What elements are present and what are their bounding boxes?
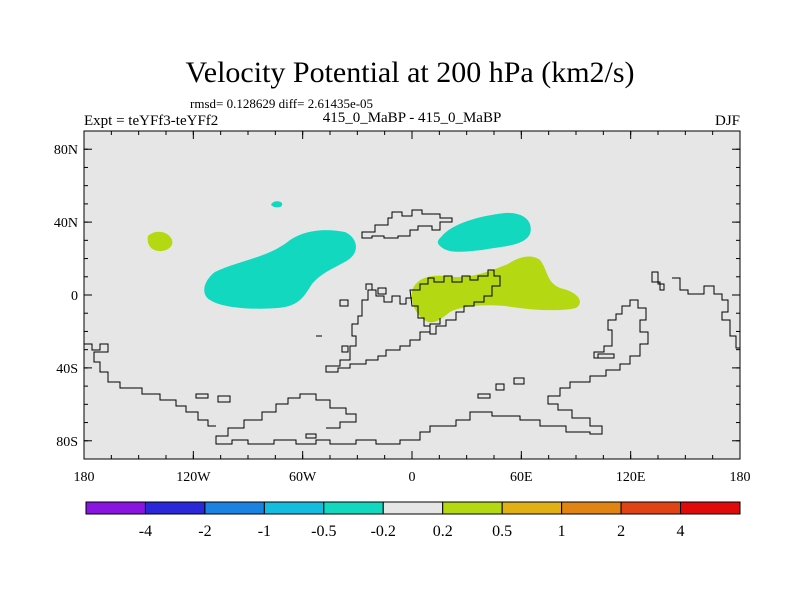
asia-negative-region [437, 212, 531, 252]
colorbar-swatch [382, 501, 444, 515]
colorbar-label: -2 [198, 523, 211, 540]
y-tick-label: 80S [56, 435, 78, 450]
colorbar-swatch [144, 501, 206, 515]
negative-anomaly-regions [204, 201, 531, 309]
africa-mideast-coastline [409, 269, 501, 335]
colorbar-swatch [501, 501, 563, 515]
colorbar-label: 0.2 [433, 523, 453, 540]
y-tick-label: 40S [56, 362, 78, 377]
colorbar-label: -4 [139, 523, 152, 540]
colorbar-swatch [561, 501, 622, 515]
x-tick-label: 120W [176, 470, 211, 485]
y-tick-label: 80N [54, 143, 78, 158]
colorbar-swatch [680, 501, 741, 515]
x-tick-label: 180 [730, 470, 751, 485]
colorbar-label: 0.5 [492, 523, 512, 540]
map-title: Velocity Potential at 200 hPa (km2/s) [185, 56, 634, 89]
colorbar-label: 2 [617, 523, 625, 540]
colorbar-label: 4 [677, 523, 685, 540]
small-negative-blob [271, 201, 283, 208]
x-tick-label: 120E [616, 470, 646, 485]
y-tick-label: 0 [71, 289, 78, 304]
americas-coastline [84, 343, 216, 427]
colorbar-swatch [85, 501, 146, 515]
colorbar-swatch [204, 501, 265, 515]
season-label: DJF [715, 113, 740, 129]
colorbar-label: -0.2 [371, 523, 396, 540]
colorbar-swatch [263, 501, 325, 515]
pacific-rim-coastline [651, 271, 740, 349]
australia-pacific-coastline [215, 299, 649, 445]
eurasia-coastline [361, 209, 453, 239]
x-tick-label: 180 [74, 470, 95, 485]
positive-anomaly-regions [147, 231, 580, 323]
colorbar-label: -0.5 [311, 523, 336, 540]
pacific-negative-region [204, 230, 356, 309]
colorbar-label: 1 [558, 523, 566, 540]
coastlines [84, 209, 740, 445]
maritime-continent-coastline [316, 283, 387, 353]
stats-line: rmsd= 0.128629 diff= 2.61435e-05 [190, 96, 373, 111]
colorbar: -4 -2 -1 -0.5 -0.2 0.2 0.5 1 2 4 [85, 501, 741, 540]
colorbar-swatch [620, 501, 682, 515]
islands-coastline [195, 353, 615, 439]
y-tick-label: 40N [54, 216, 78, 231]
colorbar-swatch [323, 501, 384, 515]
axes-layer: 80N 40N 0 40S 80S 180 120W 60W 0 60E 120E 180 [54, 130, 751, 485]
africa-indian-positive-region [411, 256, 580, 323]
expt-label: Expt = teYFf3-teYFf2 [84, 113, 218, 129]
pacific-positive-blob [147, 231, 173, 252]
south-asia-coastline [325, 289, 441, 373]
colorbar-swatch [442, 501, 503, 515]
x-tick-label: 0 [409, 470, 416, 485]
x-tick-label: 60W [289, 470, 317, 485]
colorbar-label: -1 [258, 523, 271, 540]
x-tick-label: 60E [510, 470, 533, 485]
center-label: 415_0_MaBP - 415_0_MaBP [323, 110, 502, 126]
